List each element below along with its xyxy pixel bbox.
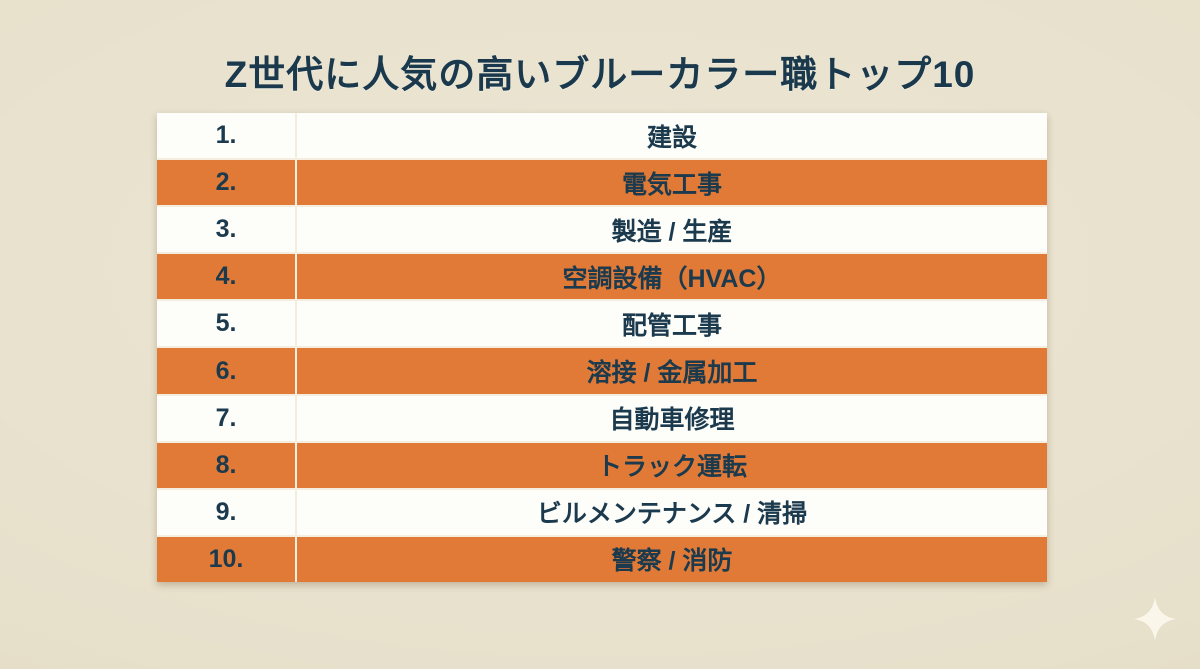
rank-cell: 5. bbox=[157, 301, 297, 347]
rank-cell: 2. bbox=[157, 160, 297, 206]
job-cell: 空調設備（HVAC） bbox=[562, 264, 782, 293]
table-row: 5. 配管工事 bbox=[157, 301, 1047, 347]
job-cell: 電気工事 bbox=[621, 170, 722, 199]
rank-cell: 3. bbox=[157, 207, 297, 253]
job-cell: ビルメンテナンス / 清掃 bbox=[536, 500, 808, 529]
rank-cell: 9. bbox=[157, 489, 297, 535]
page-title: Z世代に人気の高いブルーカラー職トップ10 bbox=[224, 54, 976, 95]
job-cell: トラック運転 bbox=[596, 453, 747, 482]
table-row: 9. ビルメンテナンス / 清掃 bbox=[157, 489, 1047, 535]
table-row: 2. 電気工事 bbox=[157, 160, 1047, 206]
ranking-table: 1. 建設 2. 電気工事 3. 製造 / 生産 4. 空調設備（HVAC） 5… bbox=[157, 113, 1047, 582]
rank-cell: 8. bbox=[157, 442, 297, 488]
table-row: 7. 自動車修理 bbox=[157, 395, 1047, 441]
job-cell: 自動車修理 bbox=[609, 406, 735, 435]
table-row: 3. 製造 / 生産 bbox=[157, 207, 1047, 253]
rank-cell: 6. bbox=[157, 348, 297, 394]
rank-cell: 1. bbox=[157, 113, 297, 159]
job-cell: 製造 / 生産 bbox=[611, 217, 733, 246]
table-row: 6. 溶接 / 金属加工 bbox=[157, 348, 1047, 394]
table-row: 8. トラック運転 bbox=[157, 442, 1047, 488]
rank-cell: 4. bbox=[157, 254, 297, 300]
job-cell: 警察 / 消防 bbox=[611, 547, 733, 576]
rank-cell: 10. bbox=[157, 536, 297, 582]
table-row: 10. 警察 / 消防 bbox=[157, 536, 1047, 582]
rank-cell: 7. bbox=[157, 395, 297, 441]
job-cell: 建設 bbox=[646, 123, 697, 152]
table-row: 1. 建設 bbox=[157, 113, 1047, 159]
job-cell: 溶接 / 金属加工 bbox=[586, 359, 758, 388]
job-cell: 配管工事 bbox=[621, 311, 722, 340]
four-pointed-star-icon bbox=[1134, 597, 1176, 641]
table-row: 4. 空調設備（HVAC） bbox=[157, 254, 1047, 300]
